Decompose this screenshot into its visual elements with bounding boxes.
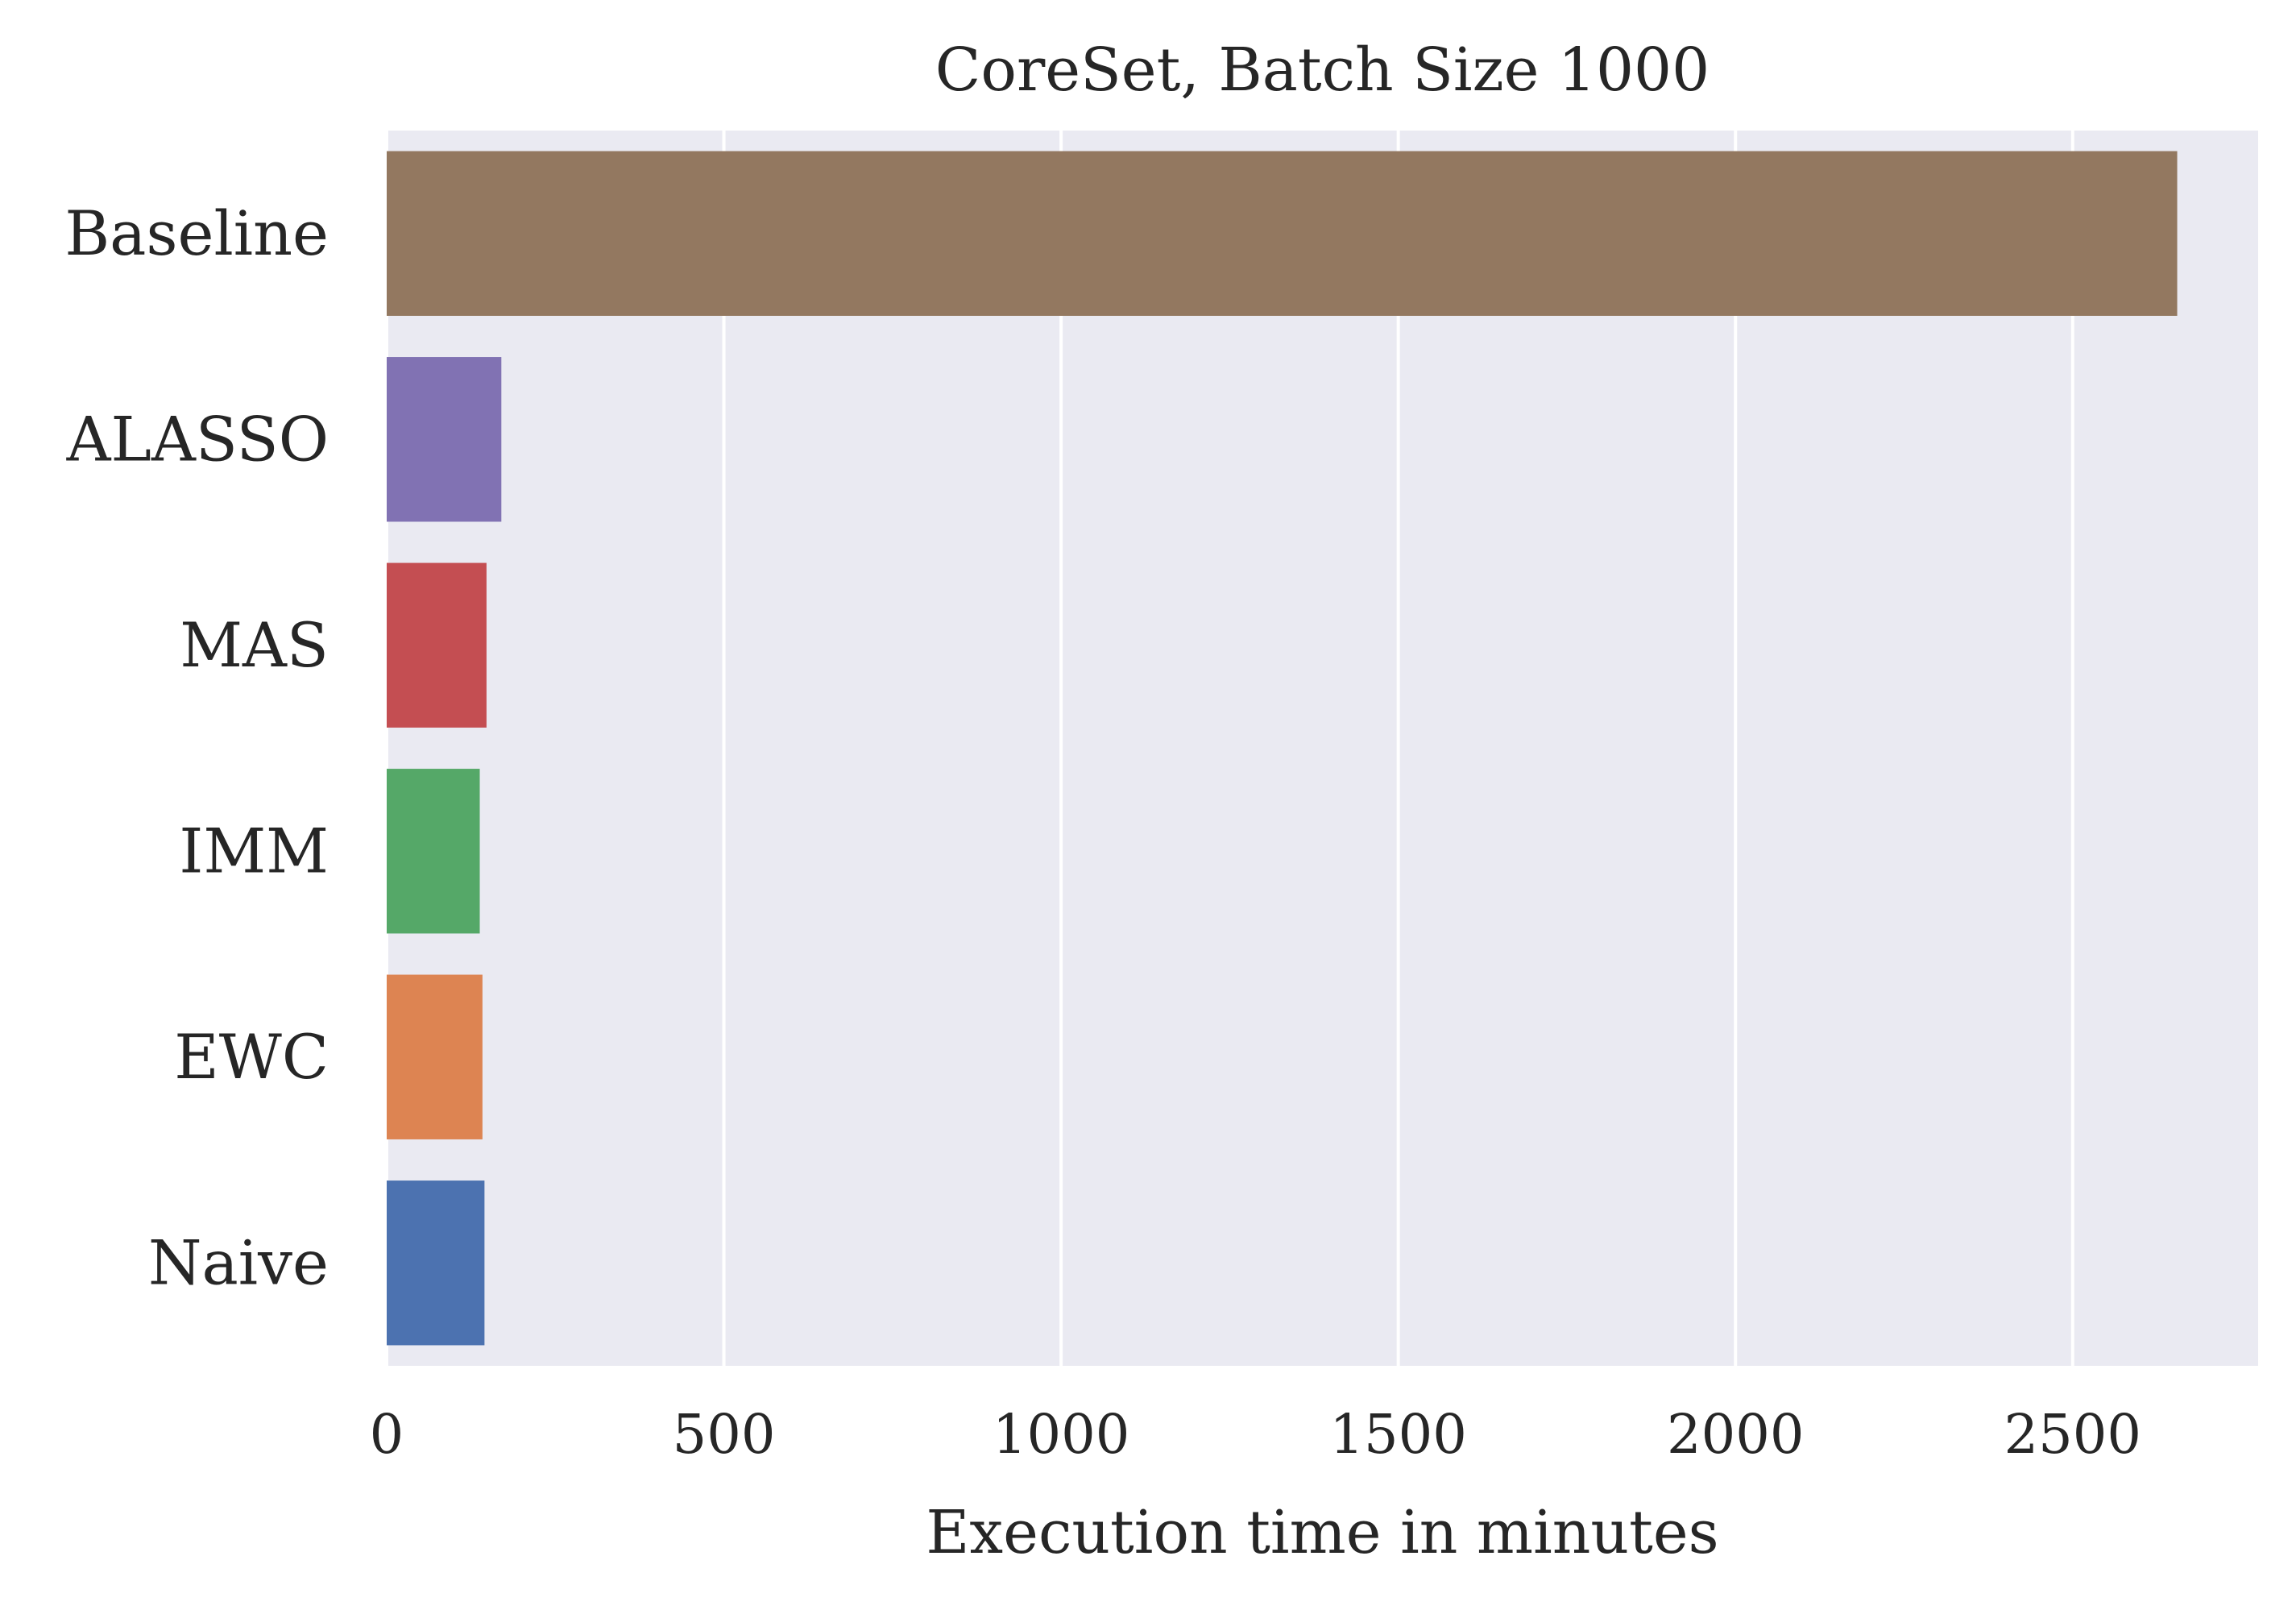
chart-title: CoreSet, Batch Size 1000 [935,35,1710,105]
category-label-alasso: ALASSO [66,403,329,475]
x-tick-label-2000: 2000 [1667,1403,1805,1466]
bars [387,151,2178,1346]
x-tick-label-0: 0 [370,1403,404,1466]
x-tick-labels: 0 500 1000 1500 2000 2500 [370,1403,2141,1466]
category-label-ewc: EWC [174,1021,329,1093]
y-category-labels: Baseline ALASSO MAS IMM EWC Naive [64,197,329,1299]
category-label-naive: Naive [148,1226,329,1298]
x-tick-label-1000: 1000 [993,1403,1130,1466]
bar-baseline [387,151,2178,316]
bar-naive [387,1181,485,1346]
category-label-mas: MAS [180,609,329,681]
x-tick-label-2500: 2500 [2004,1403,2142,1466]
x-tick-label-1500: 1500 [1329,1403,1467,1466]
bar-imm [387,769,480,934]
plot-area [387,131,2258,1366]
x-tick-label-500: 500 [673,1403,776,1466]
x-axis-label: Execution time in minutes [926,1498,1718,1567]
category-label-baseline: Baseline [64,197,329,269]
bar-mas [387,562,487,728]
category-label-imm: IMM [179,815,329,886]
bar-ewc [387,974,483,1139]
x-gridlines [385,131,2074,1366]
bar-alasso [387,357,502,522]
